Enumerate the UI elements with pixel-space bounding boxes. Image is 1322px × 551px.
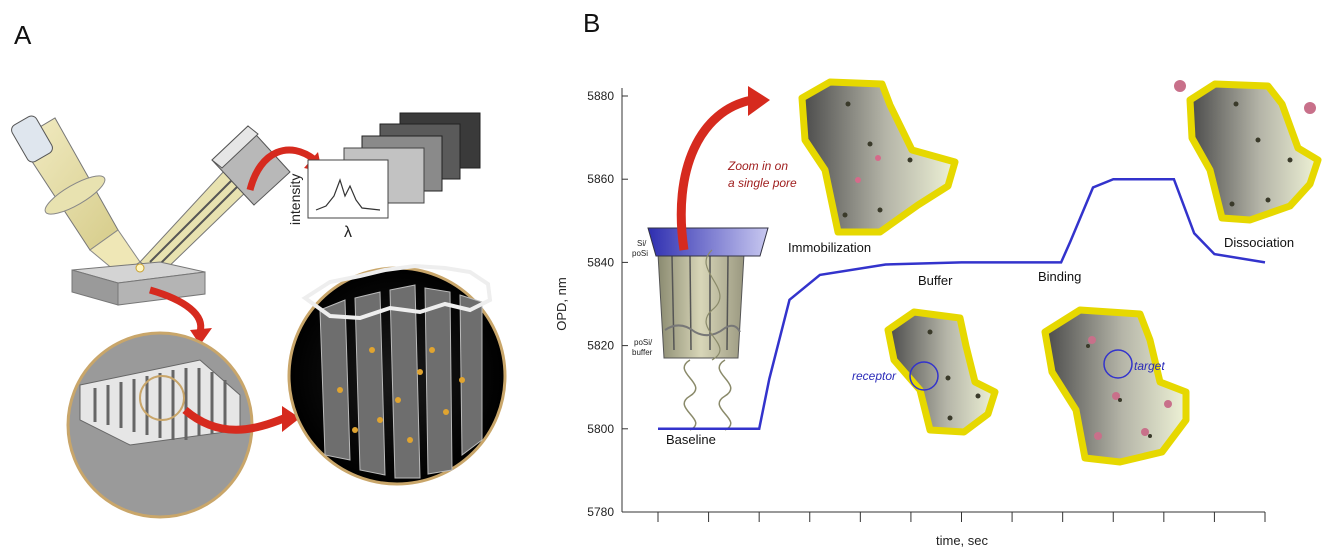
y-tick-label: 5840 (587, 255, 614, 269)
panel-a: intensity λ (11, 112, 507, 519)
label-dissociation: Dissociation (1224, 235, 1294, 250)
red-arrow-to-spectra (246, 146, 318, 191)
y-tick-label: 5800 (587, 422, 614, 436)
spectrum-ylabel: intensity (287, 174, 303, 225)
label-immobilization: Immobilization (788, 240, 871, 255)
y-tick-label: 5880 (587, 89, 614, 103)
panel-label-a: A (14, 20, 32, 50)
panel-b-chart: 5880 5860 5840 5820 5800 5780 OPD, nm time, s… (554, 78, 1322, 548)
y-ticks: 5880 5860 5840 5820 5800 5780 (587, 89, 628, 519)
y-axis-label: OPD, nm (554, 277, 569, 330)
posi-buffer-label-2: buffer (632, 348, 653, 357)
zoom-annotation-line2: a single pore (728, 176, 797, 190)
y-tick-label: 5820 (587, 339, 614, 353)
spectra-stack-icon: intensity λ (287, 112, 481, 241)
pore-immobilization-icon (798, 78, 959, 236)
pore-cup-illustration: Si/ poSi poSi/ buffer (632, 227, 769, 431)
si-posi-label-1: Si/ (637, 239, 647, 248)
zoom-arrow (676, 95, 753, 251)
receptor-highlight-circle (909, 361, 939, 391)
posi-buffer-label-1: poSi/ (634, 338, 653, 347)
y-tick-label: 5780 (587, 505, 614, 519)
panel-label-b: B (583, 8, 601, 38)
spectrum-xlabel: λ (344, 224, 352, 241)
target-highlight-circle (1103, 349, 1133, 379)
opd-series-line (658, 177, 1266, 431)
spectrometer-fiber-icon (139, 125, 291, 276)
label-buffer: Buffer (918, 273, 953, 288)
receptor-label: receptor (852, 369, 897, 383)
label-baseline: Baseline (666, 432, 716, 447)
label-binding: Binding (1038, 269, 1081, 284)
pore-zoom-circle (287, 263, 507, 486)
pore-dissociation-icon (1174, 80, 1322, 224)
red-arrow-to-pores (182, 406, 287, 434)
red-arrow-to-surface (149, 286, 205, 333)
y-tick-label: 5860 (587, 172, 614, 186)
sample-chip-icon (71, 261, 206, 306)
pore-receptor-icon: receptor (852, 308, 999, 436)
si-posi-label-2: poSi (632, 249, 648, 258)
zoom-annotation-line1: Zoom in on (727, 159, 788, 173)
light-source-icon (11, 115, 141, 276)
x-ticks (657, 512, 1266, 522)
x-axis-label: time, sec (936, 533, 989, 548)
pore-target-icon: target (1041, 306, 1190, 466)
target-label: target (1134, 359, 1165, 373)
